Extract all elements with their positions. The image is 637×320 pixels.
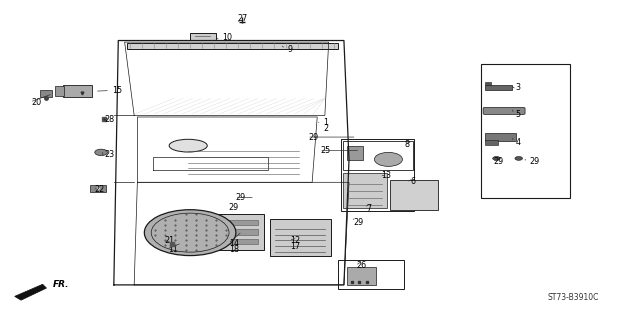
Text: 27: 27 [238,14,248,23]
Text: 28: 28 [104,115,115,124]
Bar [347,268,376,285]
Text: 12: 12 [290,236,300,245]
Text: 21: 21 [165,236,175,245]
Text: 11: 11 [168,245,178,254]
Bar [55,86,64,96]
Text: 29: 29 [354,218,364,227]
Bar [341,139,414,211]
Bar [270,219,331,256]
Bar [485,140,497,145]
Text: 17: 17 [290,242,300,251]
Bar [40,90,52,97]
Bar [217,220,258,225]
Text: 3: 3 [515,84,520,92]
Circle shape [375,152,403,166]
Bar [347,146,363,160]
Text: 9: 9 [288,44,293,54]
Text: 22: 22 [94,186,104,195]
Text: 15: 15 [112,86,122,95]
Text: 29: 29 [236,193,246,202]
Bar [343,173,387,208]
Text: 7: 7 [366,204,371,213]
Text: 18: 18 [229,245,240,254]
Bar [190,33,215,40]
FancyBboxPatch shape [483,108,525,115]
Circle shape [145,210,236,256]
Text: 1: 1 [324,118,329,127]
Text: 4: 4 [515,138,520,147]
Text: ST73-B3910C: ST73-B3910C [547,293,599,302]
Text: 8: 8 [405,140,410,149]
Bar [390,180,438,210]
Text: 2: 2 [324,124,329,132]
Bar [485,82,491,85]
Bar [343,141,413,170]
Text: 14: 14 [229,239,240,248]
Bar [485,85,512,90]
Ellipse shape [169,139,207,152]
Bar [480,64,569,198]
Text: 29: 29 [493,157,503,166]
Text: 5: 5 [515,110,520,119]
Circle shape [95,149,108,156]
Bar [217,239,258,244]
Text: 29: 29 [228,203,238,212]
Bar [485,133,515,141]
Text: 23: 23 [104,150,115,159]
Text: 10: 10 [222,33,232,42]
Text: 26: 26 [357,261,367,270]
Text: 13: 13 [381,172,390,180]
Bar [127,43,338,49]
Bar [90,185,106,192]
Text: 25: 25 [320,146,331,155]
Circle shape [492,156,500,160]
Bar [63,85,92,97]
Text: 29: 29 [529,157,540,166]
Text: 20: 20 [31,98,41,107]
Text: FR.: FR. [53,280,69,289]
Polygon shape [15,284,47,300]
Bar [338,260,404,289]
Text: 29: 29 [308,132,318,141]
Bar [210,214,264,251]
Circle shape [515,156,522,160]
Bar [217,229,258,235]
Text: 6: 6 [410,177,415,186]
